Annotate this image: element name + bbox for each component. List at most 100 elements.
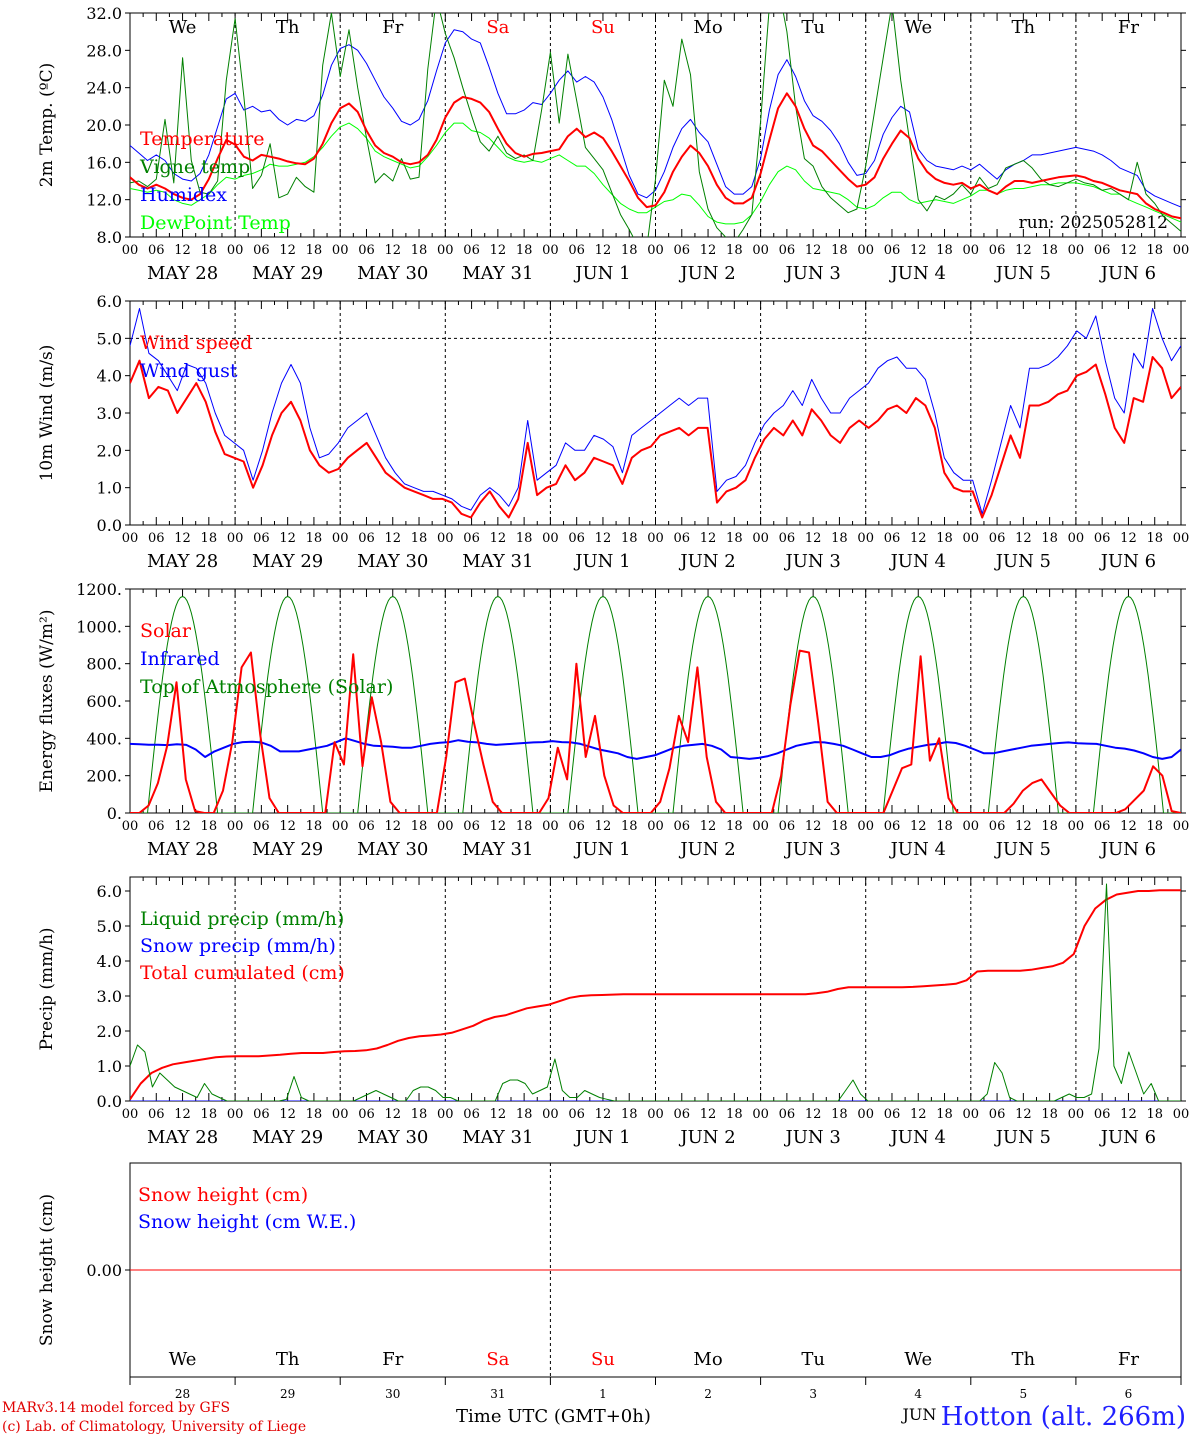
x-hour-label: 06 — [463, 531, 480, 546]
x-date-label: JUN 3 — [783, 263, 840, 284]
x-hour-label: 00 — [963, 243, 980, 258]
weekday-label: Th — [1012, 1349, 1036, 1370]
series-line-top-of-atmosphere-solar- — [130, 596, 1181, 813]
y-tick-label: 8.0 — [97, 228, 122, 247]
y-axis-label: 10m Wind (m/s) — [37, 345, 57, 482]
y-tick-label: 2.0 — [97, 441, 122, 460]
x-hour-label: 00 — [752, 819, 769, 834]
day-number: 3 — [809, 1387, 817, 1401]
x-date-label: MAY 31 — [462, 263, 533, 284]
x-hour-label: 00 — [122, 1107, 139, 1122]
x-hour-label: 18 — [516, 243, 533, 258]
series-group — [130, 13, 1181, 237]
x-hour-label: 00 — [857, 819, 874, 834]
x-hour-label: 18 — [516, 819, 533, 834]
series-line-wind-gust — [130, 308, 1181, 515]
legend-entry: Snow height (cm W.E.) — [138, 1211, 356, 1233]
x-hour-label: 06 — [463, 1107, 480, 1122]
x-hour-label: 06 — [463, 819, 480, 834]
x-date-label: JUN 3 — [783, 1127, 840, 1148]
x-hour-label: 00 — [1173, 819, 1190, 834]
y-tick-label: 28.0 — [86, 41, 122, 60]
x-hour-label: 06 — [1094, 531, 1111, 546]
y-tick-label: 5.0 — [97, 917, 122, 936]
x-hour-label: 06 — [674, 1107, 691, 1122]
x-hour-label: 12 — [279, 531, 296, 546]
x-date-label: JUN 3 — [783, 839, 840, 860]
x-hour-label: 18 — [201, 243, 218, 258]
y-tick-label: 12.0 — [86, 191, 122, 210]
legend-entry: DewPoint Temp — [140, 212, 291, 234]
y-tick-label: 20.0 — [86, 116, 122, 135]
x-hour-label: 12 — [595, 1107, 612, 1122]
series-group — [130, 596, 1181, 813]
x-hour-label: 00 — [227, 243, 244, 258]
x-date-label: MAY 29 — [252, 839, 323, 860]
x-hour-label: 06 — [674, 243, 691, 258]
x-hour-label: 00 — [437, 819, 454, 834]
x-hour-label: 00 — [857, 1107, 874, 1122]
x-hour-label: 00 — [542, 243, 559, 258]
legend-entry: Humidex — [140, 184, 227, 206]
x-date-label: MAY 31 — [462, 1127, 533, 1148]
x-hour-label: 00 — [1068, 819, 1085, 834]
x-hour-label: 00 — [752, 531, 769, 546]
x-hour-label: 06 — [989, 1107, 1006, 1122]
weekday-label: Fr — [382, 17, 403, 38]
x-date-label: JUN 4 — [889, 839, 946, 860]
x-hour-label: 18 — [1041, 819, 1058, 834]
x-hour-label: 00 — [647, 243, 664, 258]
x-hour-label: 12 — [700, 819, 717, 834]
day-number: 30 — [385, 1387, 400, 1401]
x-hour-label: 06 — [779, 1107, 796, 1122]
x-hour-label: 12 — [595, 531, 612, 546]
x-hour-label: 12 — [174, 531, 191, 546]
x-hour-label: 18 — [411, 531, 428, 546]
x-hour-label: 18 — [726, 819, 743, 834]
x-date-label: MAY 29 — [252, 551, 323, 572]
x-date-label: JUN 6 — [1099, 839, 1156, 860]
x-hour-label: 00 — [332, 819, 349, 834]
y-tick-label: 0.0 — [97, 516, 122, 535]
x-hour-label: 18 — [831, 243, 848, 258]
weekday-label: Fr — [382, 1349, 403, 1370]
x-hour-label: 18 — [831, 531, 848, 546]
x-hour-label: 12 — [384, 1107, 401, 1122]
x-hour-label: 12 — [279, 819, 296, 834]
x-hour-label: 18 — [1146, 243, 1163, 258]
x-hour-label: 00 — [1068, 243, 1085, 258]
y-axis-label: Precip (mm/h) — [37, 927, 57, 1050]
x-hour-label: 18 — [621, 819, 638, 834]
x-hour-label: 00 — [1173, 531, 1190, 546]
x-hour-label: 00 — [227, 819, 244, 834]
weekday-label: Th — [276, 1349, 300, 1370]
y-tick-label: 4.0 — [97, 952, 122, 971]
series-line-vigne-temp — [130, 13, 1181, 237]
x-hour-label: 18 — [516, 531, 533, 546]
x-hour-label: 00 — [647, 819, 664, 834]
x-hour-label: 00 — [857, 531, 874, 546]
x-date-label: MAY 31 — [462, 551, 533, 572]
y-tick-label: 1000. — [76, 617, 122, 636]
weekday-label: Tu — [801, 1349, 825, 1370]
x-date-label: JUN 6 — [1099, 1127, 1156, 1148]
x-hour-label: 06 — [779, 243, 796, 258]
day-number: 5 — [1020, 1387, 1028, 1401]
x-hour-label: 18 — [306, 819, 323, 834]
x-hour-label: 12 — [910, 531, 927, 546]
x-hour-label: 12 — [174, 819, 191, 834]
x-hour-label: 06 — [779, 819, 796, 834]
x-hour-label: 12 — [700, 531, 717, 546]
y-tick-label: 0.00 — [86, 1261, 122, 1280]
x-hour-label: 00 — [542, 531, 559, 546]
x-hour-label: 18 — [411, 243, 428, 258]
weekday-label: Mo — [693, 17, 722, 38]
x-hour-label: 00 — [542, 1107, 559, 1122]
x-hour-label: 06 — [884, 243, 901, 258]
x-hour-label: 06 — [358, 1107, 375, 1122]
x-date-label: JUN 6 — [1099, 551, 1156, 572]
day-number: 4 — [914, 1387, 922, 1401]
x-hour-label: 06 — [1094, 243, 1111, 258]
panel-frame — [129, 588, 1182, 814]
x-hour-label: 12 — [490, 243, 507, 258]
